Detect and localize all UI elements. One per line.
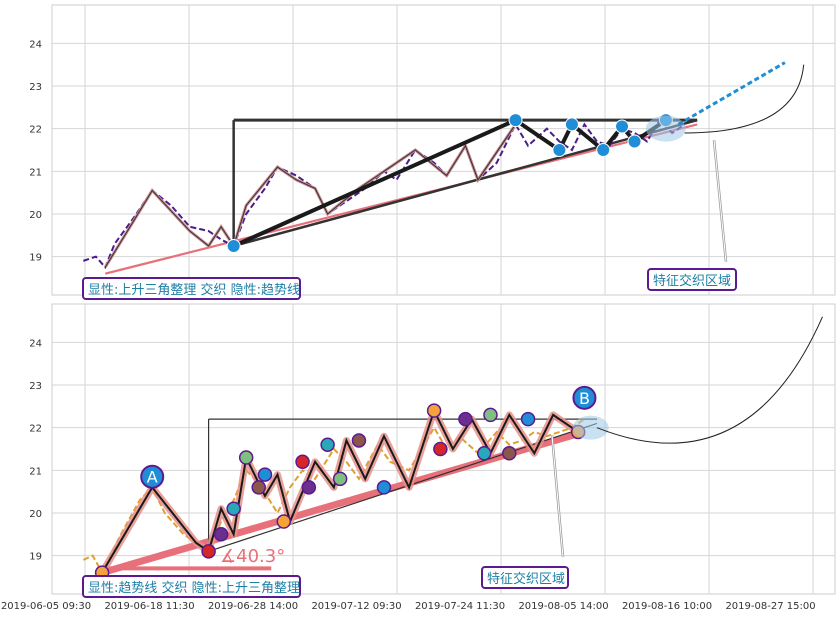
labeled-point — [140, 464, 165, 489]
zigzag-core — [104, 124, 516, 268]
bottom-annotation: 显性:趋势线 交织 隐性:上升三角整理 — [82, 575, 301, 598]
bottom-callout-text: 特征交织区域 — [487, 571, 565, 587]
top-callout: 特征交织区域 — [647, 268, 737, 291]
top-callout-text: 特征交织区域 — [653, 273, 731, 289]
trend-thin-line — [233, 118, 698, 248]
pivot-point — [213, 527, 229, 542]
pivot-point — [351, 433, 367, 448]
callout-arrow-inner — [713, 139, 727, 263]
bottom-annotation-text: 显性:趋势线 交织 隐性:上升三角整理 — [88, 580, 300, 596]
y-tick-label: 24 — [29, 338, 42, 349]
pivot-point — [320, 437, 335, 452]
top-annotation-box — [82, 277, 301, 300]
bottom-x-ticks: 2019-06-05 09:30 2019-06-18 11:30 2019-06-… — [1, 601, 816, 612]
pivot-point — [520, 411, 536, 427]
pivot-point — [226, 501, 241, 516]
angle-label: ∡40.3° — [220, 546, 285, 567]
pivot-point — [564, 117, 579, 132]
forecast-curve — [684, 64, 805, 134]
pivot-point — [433, 441, 448, 457]
top-series — [82, 61, 805, 275]
x-tick-label: 2019-06-18 11:30 — [104, 601, 194, 612]
pivot-point — [627, 134, 642, 149]
x-tick-label: 2019-07-12 09:30 — [311, 601, 401, 612]
x-tick-label: 2019-08-27 15:00 — [725, 601, 815, 612]
forecast-line — [677, 61, 786, 126]
pivot-point — [257, 467, 273, 482]
labeled-point-text: A — [147, 468, 158, 487]
pivot-point — [596, 143, 611, 157]
x-tick-label: 2019-06-05 09:30 — [1, 601, 91, 612]
pivot-point — [276, 514, 292, 529]
pivot-point — [376, 480, 392, 495]
y-tick-label: 23 — [29, 381, 42, 392]
top-callout-box — [647, 268, 737, 291]
pivot-point — [502, 446, 517, 461]
pivot-point — [301, 480, 317, 495]
labeled-point — [572, 385, 597, 410]
top-plot-area — [51, 4, 836, 296]
forecast-curve — [596, 316, 823, 444]
bottom-series: AB — [82, 316, 823, 580]
x-tick-label: 2019-08-16 10:00 — [622, 601, 712, 612]
top-y-ticks: 19 20 21 22 23 24 — [29, 39, 42, 263]
y-tick-label: 19 — [29, 253, 42, 264]
labeled-point-text: B — [579, 389, 590, 408]
top-panel: 19 20 21 22 23 24 显性:上升三角整理 交织 隐性:趋势线 特征交织区域 — [29, 4, 836, 300]
pivot-point — [552, 143, 567, 157]
zigzag-line — [101, 407, 579, 574]
y-tick-label: 19 — [29, 552, 42, 563]
feature-zone — [645, 115, 686, 142]
price-line — [82, 118, 686, 270]
top-annotation-text: 显性:上升三角整理 交织 隐性:趋势线 — [88, 282, 300, 298]
y-tick-label: 24 — [29, 39, 42, 50]
y-tick-label: 23 — [29, 82, 42, 93]
bottom-callout-box — [481, 566, 569, 589]
x-tick-label: 2019-08-05 14:00 — [518, 601, 608, 612]
y-tick-label: 21 — [29, 167, 42, 178]
feature-zone — [572, 415, 609, 440]
pivot-point — [295, 454, 310, 470]
pivot-point — [332, 471, 348, 487]
pivot-point — [226, 238, 241, 253]
y-tick-label: 21 — [29, 466, 42, 477]
bottom-annotation-box — [82, 575, 301, 598]
pivot-point — [476, 446, 492, 461]
pivot-point — [426, 403, 442, 418]
bottom-callout: 特征交织区域 — [481, 566, 569, 589]
x-tick-label: 2019-07-24 11:30 — [415, 601, 505, 612]
pivot-point — [483, 407, 498, 423]
y-tick-label: 22 — [29, 424, 42, 435]
y-tick-label: 20 — [29, 210, 42, 221]
top-annotation: 显性:上升三角整理 交织 隐性:趋势线 — [82, 277, 301, 300]
pivot-point — [615, 119, 630, 134]
pivot-point — [238, 450, 254, 465]
pivot-point — [508, 113, 523, 128]
pivot-point — [251, 480, 266, 495]
y-tick-label: 22 — [29, 125, 42, 136]
bottom-y-ticks: 19 20 21 22 23 24 — [29, 338, 42, 562]
callout-arrow-inner — [551, 434, 564, 558]
x-tick-label: 2019-06-28 14:00 — [208, 601, 298, 612]
pivot-point — [458, 411, 473, 427]
y-tick-label: 20 — [29, 509, 42, 520]
pivot-point — [201, 544, 216, 559]
